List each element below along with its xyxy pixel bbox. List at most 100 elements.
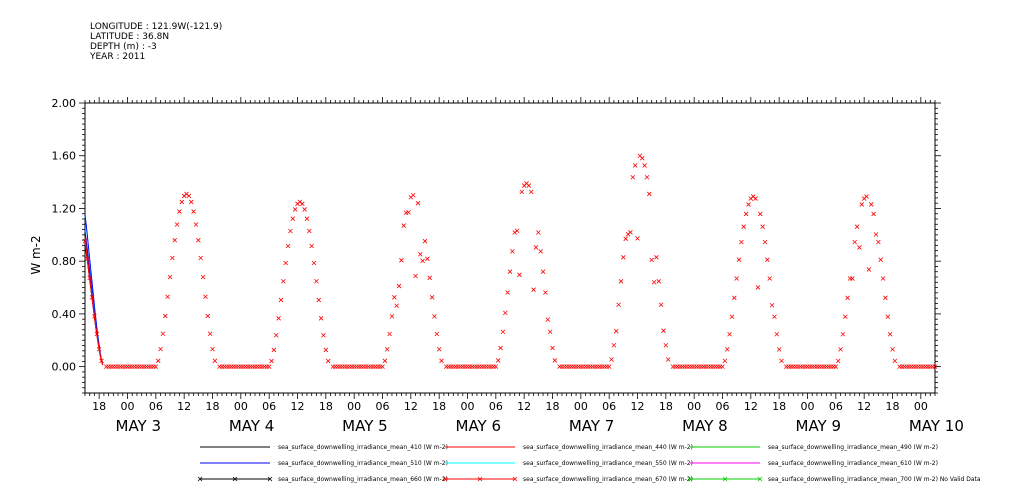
- legend-label: sea_surface_downwelling_irradiance_mean_…: [278, 476, 448, 483]
- marker-670: [760, 224, 765, 229]
- marker-670: [779, 358, 784, 364]
- marker-670: [502, 310, 508, 316]
- y-tick-label: 1.20: [52, 202, 77, 215]
- marker-670: [153, 364, 159, 369]
- marker-670: [271, 347, 277, 353]
- marker-670: [510, 249, 515, 254]
- legend-marker: [477, 476, 483, 482]
- marker-670: [380, 364, 385, 369]
- marker-670: [384, 346, 390, 352]
- marker-670: [290, 216, 296, 221]
- marker-670: [167, 274, 173, 280]
- legend-label: sea_surface_downwelling_irradiance_mean_…: [278, 460, 448, 467]
- marker-670: [276, 316, 281, 321]
- marker-670: [382, 358, 388, 364]
- x-day-label: MAY 7: [569, 417, 615, 435]
- x-hour-label: 12: [291, 400, 305, 413]
- x-hour-label: 00: [461, 400, 475, 413]
- marker-670: [321, 332, 326, 338]
- marker-670: [278, 297, 284, 303]
- marker-670: [420, 258, 425, 264]
- longitude-text: LONGITUDE : 121.9W(-121.9): [90, 22, 223, 32]
- x-hour-label: 06: [262, 400, 276, 413]
- marker-670: [880, 276, 886, 281]
- marker-670: [864, 194, 869, 199]
- marker-670: [210, 346, 215, 352]
- marker-670: [406, 210, 411, 215]
- marker-670: [628, 230, 633, 235]
- marker-670: [642, 163, 647, 168]
- marker-670: [840, 331, 846, 337]
- marker-670: [545, 317, 551, 322]
- x-hour-label: 12: [517, 400, 531, 413]
- marker-670: [439, 358, 444, 364]
- marker-670: [613, 328, 619, 334]
- marker-670: [299, 201, 305, 207]
- marker-670: [654, 255, 659, 260]
- x-hour-label: 18: [432, 400, 446, 413]
- marker-670: [323, 347, 329, 353]
- marker-670: [878, 257, 883, 262]
- legend-marker: [442, 476, 448, 482]
- marker-670: [207, 331, 213, 337]
- marker-670: [743, 211, 749, 217]
- marker-670: [325, 358, 331, 364]
- marker-670: [833, 364, 839, 369]
- marker-670: [665, 357, 671, 362]
- x-hour-label: 18: [886, 400, 900, 413]
- marker-670: [413, 273, 418, 279]
- marker-670: [401, 223, 407, 228]
- marker-670: [739, 239, 744, 245]
- y-axis-label: W m-2: [29, 235, 43, 274]
- marker-670: [868, 202, 874, 207]
- x-day-label: MAY 5: [342, 417, 388, 435]
- x-hour-label: 18: [206, 400, 220, 413]
- marker-670: [526, 183, 532, 188]
- marker-670: [852, 239, 858, 245]
- legend-marker: [197, 476, 203, 482]
- marker-670: [734, 276, 739, 281]
- marker-670: [647, 191, 652, 197]
- marker-670: [871, 211, 876, 217]
- marker-670: [887, 331, 893, 337]
- marker-670: [410, 192, 416, 198]
- marker-670: [311, 260, 317, 266]
- marker-670: [495, 358, 501, 363]
- marker-670: [528, 189, 534, 195]
- marker-670: [547, 329, 553, 335]
- marker-670: [772, 314, 777, 320]
- marker-670: [196, 237, 201, 243]
- marker-670: [512, 230, 518, 235]
- marker-670: [649, 257, 654, 263]
- series-layer: [83, 154, 938, 369]
- marker-670: [96, 346, 102, 352]
- x-hour-label: 12: [744, 400, 758, 413]
- marker-670: [632, 163, 638, 168]
- marker-670: [500, 329, 506, 335]
- marker-670: [618, 279, 624, 284]
- x-day-label: MAY 4: [229, 417, 275, 435]
- marker-670: [533, 245, 539, 250]
- marker-670: [746, 202, 751, 207]
- marker-670: [859, 202, 865, 207]
- x-hour-label: 06: [376, 400, 390, 413]
- marker-670: [304, 216, 310, 221]
- marker-670: [616, 302, 621, 308]
- x-hour-label: 00: [121, 400, 135, 413]
- marker-670: [866, 267, 872, 272]
- marker-670: [769, 302, 775, 308]
- y-tick-label: 0.80: [52, 255, 77, 268]
- marker-670: [842, 314, 848, 320]
- x-hour-label: 18: [659, 400, 673, 413]
- legend-label: sea_surface_downwelling_irradiance_mean_…: [278, 444, 448, 451]
- marker-670: [273, 332, 279, 338]
- legend-label: sea_surface_downwelling_irradiance_mean_…: [768, 476, 981, 483]
- marker-670: [606, 364, 612, 369]
- marker-670: [727, 331, 732, 337]
- legend-label: sea_surface_downwelling_irradiance_mean_…: [523, 444, 693, 451]
- marker-670: [765, 257, 770, 262]
- marker-670: [172, 237, 178, 243]
- marker-670: [266, 364, 272, 369]
- marker-670: [399, 258, 404, 263]
